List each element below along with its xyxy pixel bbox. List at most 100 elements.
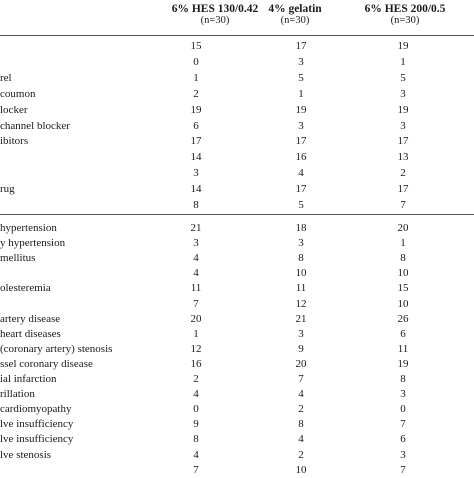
row-label: heart diseases bbox=[0, 327, 61, 340]
row-label: rug bbox=[0, 183, 15, 196]
cell-value: 19 bbox=[397, 40, 409, 52]
cell-value: 3 bbox=[400, 119, 406, 132]
cell-value: 4 bbox=[193, 448, 199, 461]
row-label: hypertension bbox=[0, 222, 57, 234]
cell-value: 13 bbox=[397, 151, 409, 164]
cell-value: 15 bbox=[397, 282, 409, 295]
cell-value: 12 bbox=[190, 342, 202, 355]
cell-value: 3 bbox=[298, 119, 304, 132]
cell-value: 3 bbox=[298, 327, 304, 340]
cell-value: 21 bbox=[295, 312, 307, 325]
column-header-gelatin: 4% gelatin (n=30) bbox=[250, 3, 340, 27]
column-title: 6% HES 130/0.42 bbox=[171, 3, 259, 15]
cell-value: 3 bbox=[193, 237, 199, 250]
cell-value: 2 bbox=[298, 448, 304, 461]
cell-value: 4 bbox=[193, 267, 199, 280]
cell-value: 0 bbox=[193, 55, 199, 68]
table-row: 4 10 10 bbox=[0, 266, 474, 281]
table-row: 7 12 10 bbox=[0, 297, 474, 312]
table-row: 7 10 7 bbox=[0, 463, 474, 478]
row-label: channel blocker bbox=[0, 119, 70, 132]
cell-value: 12 bbox=[295, 297, 307, 310]
row-label: olesteremia bbox=[0, 282, 51, 295]
cell-value: 6 bbox=[400, 327, 406, 340]
table-row: lve insufficiency 9 8 7 bbox=[0, 417, 474, 432]
cell-value: 1 bbox=[298, 87, 304, 100]
table-row: 3 4 2 bbox=[0, 166, 474, 181]
cell-value: 1 bbox=[400, 237, 406, 250]
table-row: (coronary artery) stenosis 12 9 11 bbox=[0, 342, 474, 357]
cell-value: 3 bbox=[193, 167, 199, 180]
cell-value: 1 bbox=[193, 71, 199, 84]
cell-value: 19 bbox=[190, 103, 202, 116]
table-row: 14 16 13 bbox=[0, 150, 474, 165]
cell-value: 17 bbox=[397, 183, 409, 196]
cell-value: 7 bbox=[193, 297, 199, 310]
cell-value: 3 bbox=[400, 388, 406, 401]
row-label: lve stenosis bbox=[0, 448, 52, 461]
table-row: 15 17 19 bbox=[0, 39, 474, 54]
table-row: hypertension 21 18 20 bbox=[0, 221, 474, 236]
row-label: artery disease bbox=[0, 312, 61, 325]
cell-value: 19 bbox=[397, 103, 409, 116]
cell-value: 16 bbox=[295, 151, 307, 164]
row-label: ibitors bbox=[0, 135, 29, 148]
cell-value: 3 bbox=[400, 448, 406, 461]
cell-value: 21 bbox=[190, 222, 202, 234]
cell-value: 0 bbox=[400, 403, 406, 416]
column-n: (n=30) bbox=[280, 15, 310, 26]
column-header-hes-200: 6% HES 200/0.5 (n=30) bbox=[350, 3, 460, 27]
row-label: (coronary artery) stenosis bbox=[0, 342, 113, 355]
column-title: 4% gelatin bbox=[268, 3, 322, 15]
cell-value: 4 bbox=[193, 388, 199, 401]
cell-value: 10 bbox=[397, 297, 409, 310]
row-label: rel bbox=[0, 71, 12, 84]
cell-value: 3 bbox=[298, 237, 304, 250]
row-label: lve insufficiency bbox=[0, 418, 74, 431]
cell-value: 26 bbox=[397, 312, 409, 325]
cell-value: 10 bbox=[295, 463, 307, 476]
cell-value: 15 bbox=[190, 40, 202, 52]
table-row: rel 1 5 5 bbox=[0, 71, 474, 86]
cell-value: 1 bbox=[400, 55, 406, 68]
table-row: coumon 2 1 3 bbox=[0, 87, 474, 102]
cell-value: 17 bbox=[295, 40, 307, 52]
cell-value: 2 bbox=[400, 167, 406, 180]
cell-value: 17 bbox=[397, 135, 409, 148]
row-label: coumon bbox=[0, 87, 36, 100]
table-row: 8 5 7 bbox=[0, 198, 474, 213]
table-row: lve stenosis 4 2 3 bbox=[0, 448, 474, 463]
cell-value: 19 bbox=[397, 357, 409, 370]
cell-value: 11 bbox=[295, 282, 307, 295]
cell-value: 1 bbox=[193, 327, 199, 340]
cell-value: 20 bbox=[397, 222, 409, 234]
cell-value: 16 bbox=[190, 357, 202, 370]
cell-value: 4 bbox=[298, 167, 304, 180]
row-label: mellitus bbox=[0, 252, 36, 265]
table-row: channel blocker 6 3 3 bbox=[0, 119, 474, 134]
cell-value: 19 bbox=[295, 103, 307, 116]
column-n: (n=30) bbox=[390, 15, 420, 26]
cell-value: 3 bbox=[298, 55, 304, 68]
cell-value: 4 bbox=[193, 252, 199, 265]
table-row: ibitors 17 17 17 bbox=[0, 134, 474, 149]
section-divider bbox=[0, 214, 474, 215]
cell-value: 2 bbox=[193, 373, 199, 385]
cell-value: 3 bbox=[400, 87, 406, 100]
header-rule bbox=[0, 35, 474, 36]
row-label: ial infarction bbox=[0, 373, 57, 385]
cell-value: 8 bbox=[298, 252, 304, 265]
cell-value: 11 bbox=[397, 342, 409, 355]
column-n: (n=30) bbox=[200, 15, 230, 26]
cell-value: 5 bbox=[400, 71, 406, 84]
row-label: lve insufficiency bbox=[0, 433, 74, 446]
cell-value: 7 bbox=[400, 199, 406, 211]
cell-value: 5 bbox=[298, 71, 304, 84]
table-row: 0 3 1 bbox=[0, 55, 474, 70]
cell-value: 18 bbox=[295, 222, 307, 234]
cell-value: 10 bbox=[397, 267, 409, 280]
cell-value: 9 bbox=[298, 342, 304, 355]
cell-value: 17 bbox=[295, 183, 307, 196]
cell-value: 11 bbox=[190, 282, 202, 295]
table-row: lve insufficiency 8 4 6 bbox=[0, 432, 474, 447]
